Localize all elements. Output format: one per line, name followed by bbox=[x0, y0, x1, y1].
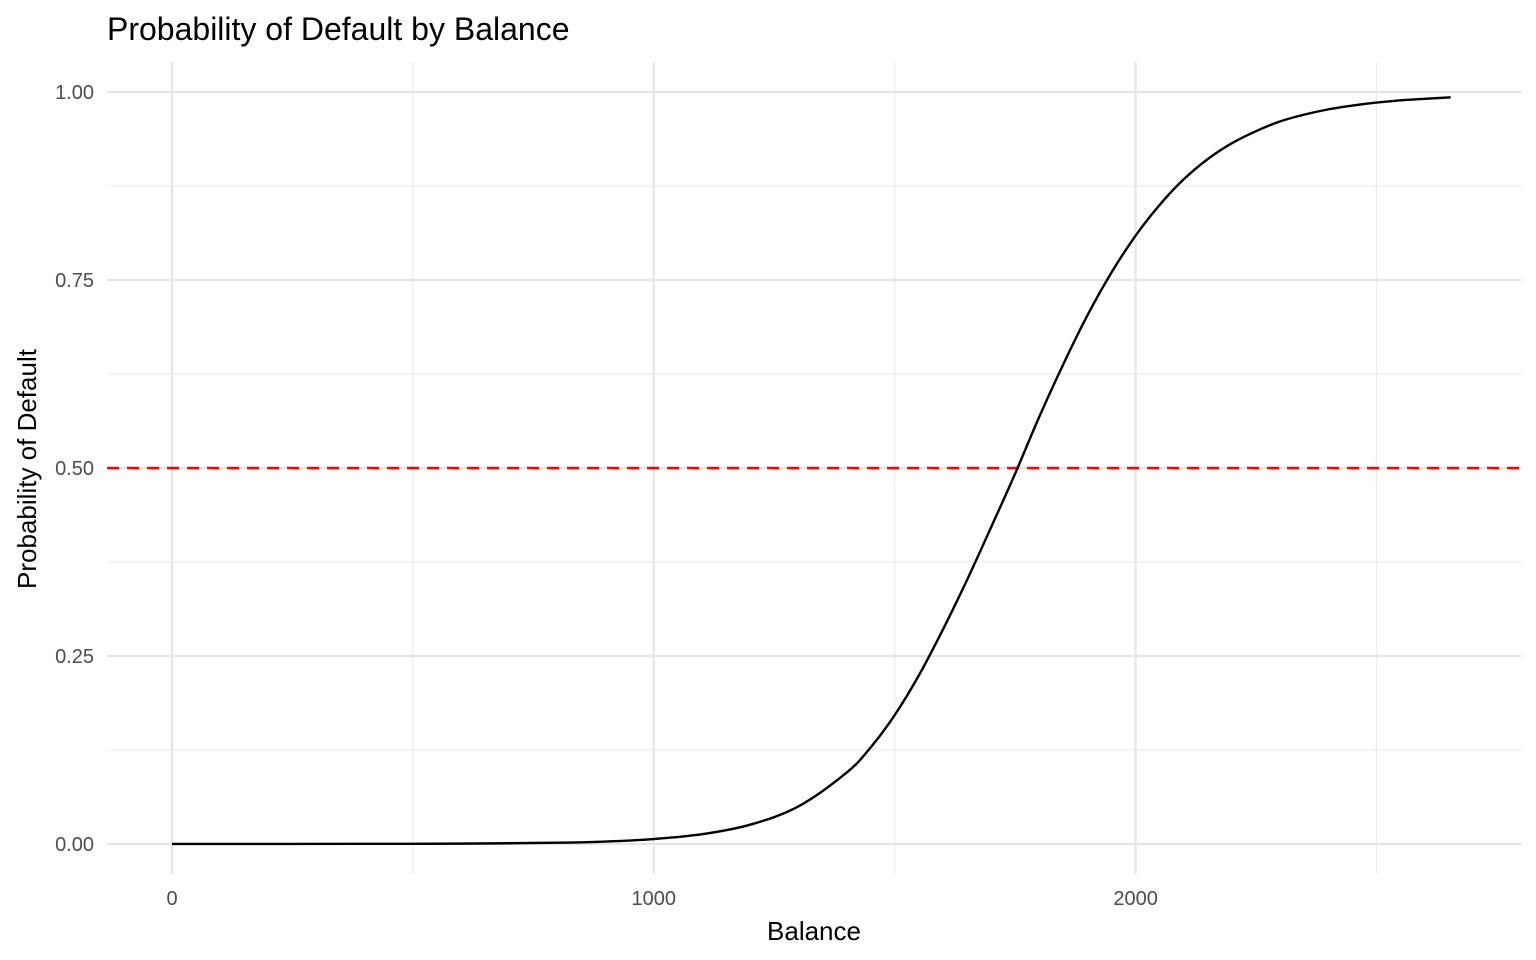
probability-curve bbox=[172, 96, 1451, 846]
x-tick-label: 2000 bbox=[1113, 888, 1158, 910]
series-group bbox=[172, 96, 1451, 846]
x-tick-label: 1000 bbox=[632, 888, 677, 910]
x-axis-title: Balance bbox=[767, 916, 861, 946]
x-tick-labels: 0 1000 2000 bbox=[166, 888, 1157, 910]
y-tick-labels: 0.00 0.25 0.50 0.75 1.00 bbox=[55, 82, 94, 856]
y-axis-title: Probability of Default bbox=[12, 348, 42, 589]
y-tick-label: 0.25 bbox=[55, 646, 94, 668]
y-tick-label: 0.75 bbox=[55, 270, 94, 292]
y-tick-label: 0.00 bbox=[55, 834, 94, 856]
y-tick-label: 0.50 bbox=[55, 458, 94, 480]
y-tick-label: 1.00 bbox=[55, 82, 94, 104]
x-tick-label: 0 bbox=[166, 888, 177, 910]
minor-gridlines bbox=[107, 62, 1521, 874]
chart-title: Probability of Default by Balance bbox=[107, 11, 569, 47]
